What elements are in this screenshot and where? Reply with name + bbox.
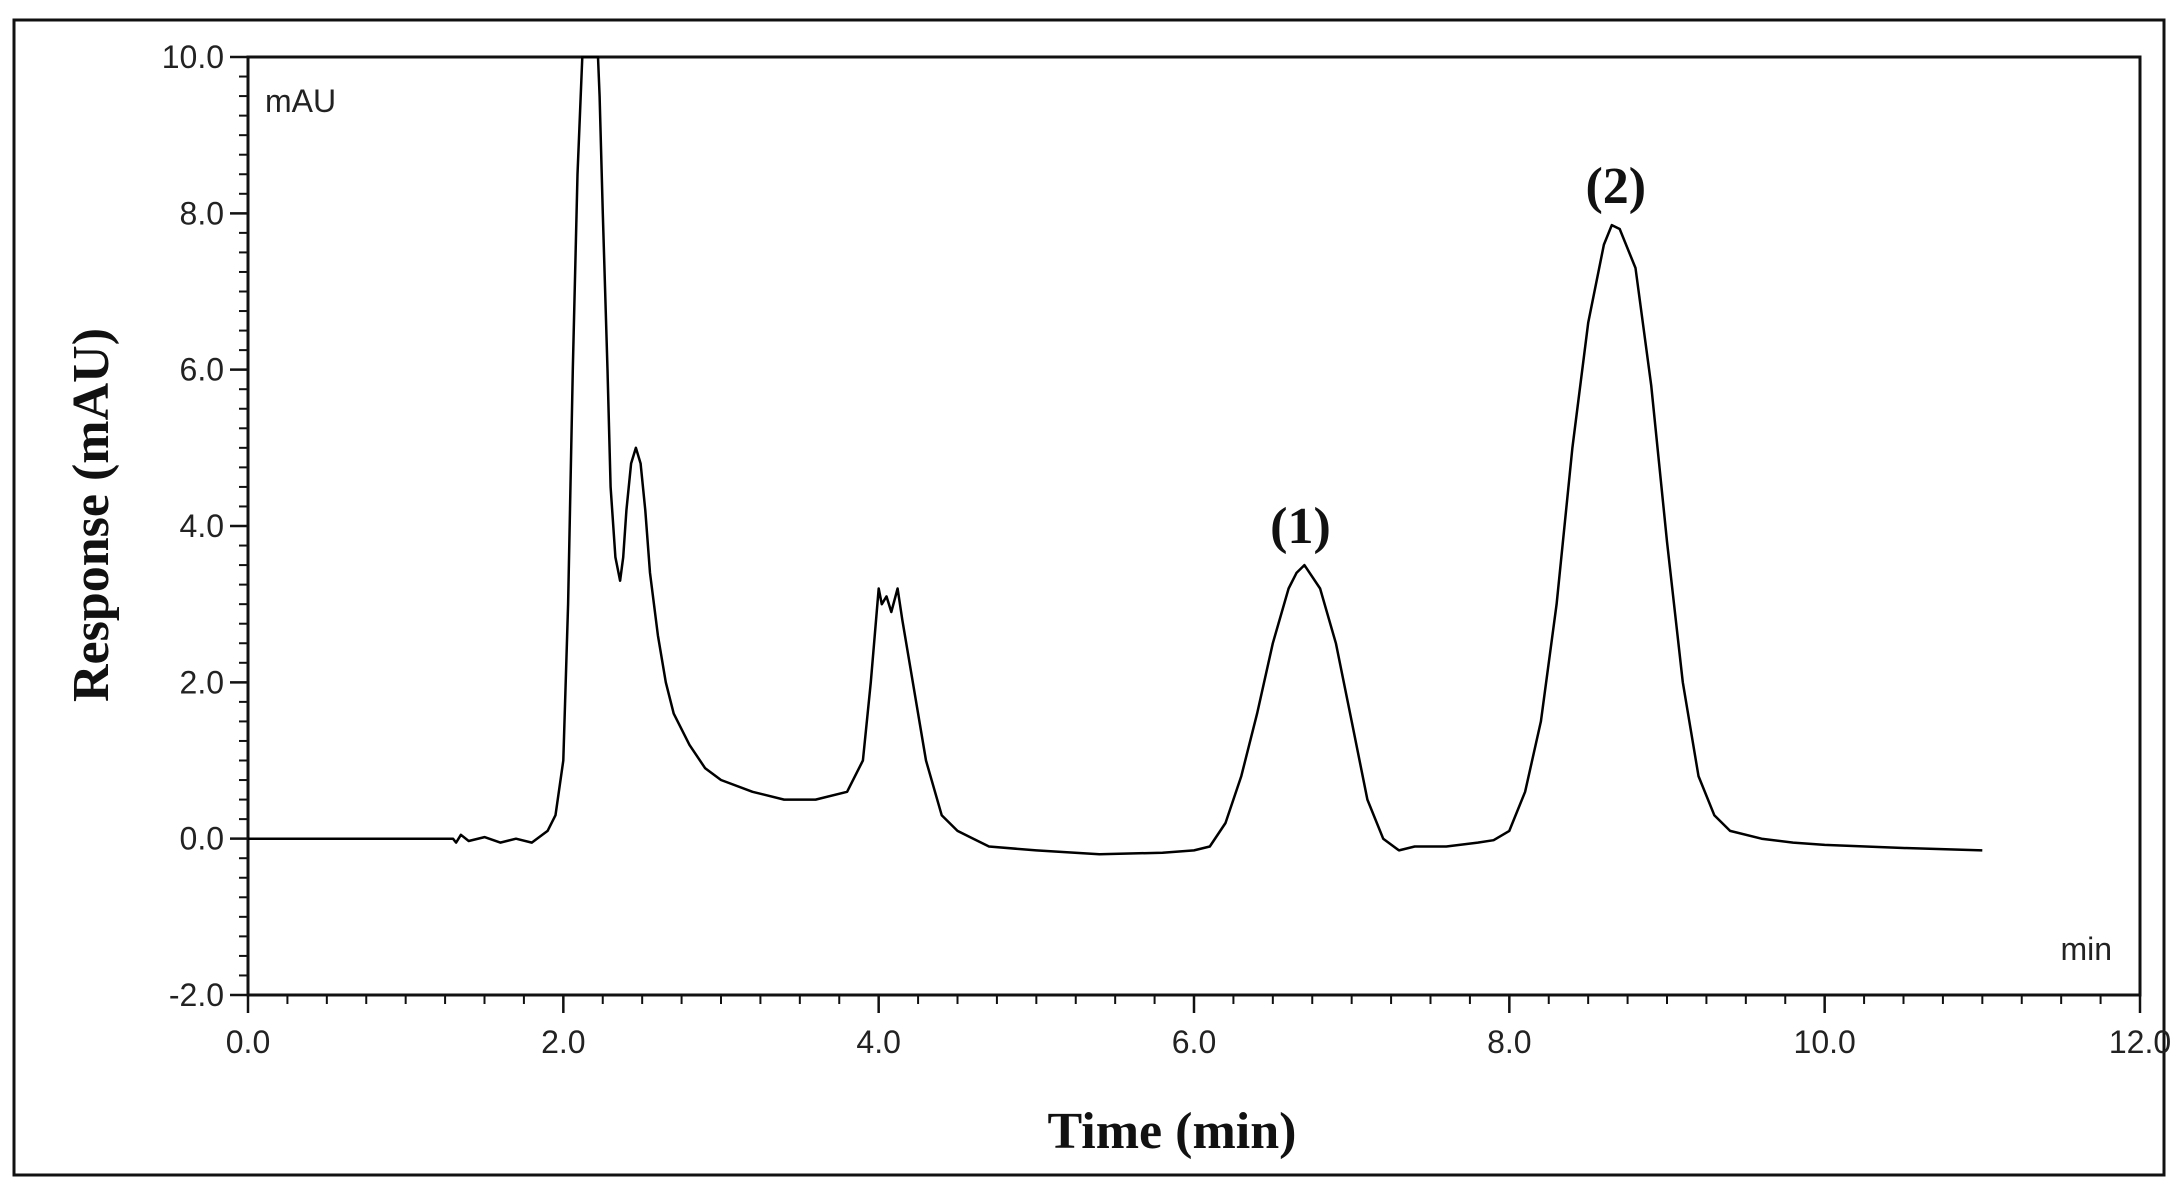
x-axis-title: Time (min) (1048, 1103, 1297, 1160)
peak-label-2: (2) (1585, 158, 1646, 215)
major-ticks (230, 55, 2142, 1013)
y-tick-label: 4.0 (180, 508, 224, 544)
x-tick-label: 12.0 (2109, 1024, 2171, 1060)
x-tick-label: 2.0 (541, 1024, 585, 1060)
y-tick-label: 8.0 (180, 195, 224, 231)
y-tick-label: 10.0 (162, 39, 224, 75)
x-tick-label: 8.0 (1487, 1024, 1531, 1060)
peak-annotations: (1) (2) (1270, 158, 1646, 555)
y-tick-label: 6.0 (180, 352, 224, 388)
y-axis-title: Response (mAU) (63, 328, 120, 702)
x-tick-label: 0.0 (226, 1024, 270, 1060)
y-tick-label: -2.0 (169, 977, 224, 1013)
x-tick-labels: 0.0 2.0 4.0 6.0 8.0 10.0 12.0 (226, 1024, 2171, 1060)
x-tick-label: 4.0 (856, 1024, 900, 1060)
x-tick-label: 10.0 (1794, 1024, 1856, 1060)
y-tick-label: 2.0 (180, 664, 224, 700)
outer-frame (12, 18, 2166, 1177)
x-tick-label: 6.0 (1172, 1024, 1216, 1060)
chromatogram-trace (248, 55, 1983, 856)
y-unit-label: mAU (265, 83, 336, 119)
y-tick-label: 0.0 (180, 821, 224, 857)
y-tick-labels: -2.0 0.0 2.0 4.0 6.0 8.0 10.0 (162, 39, 224, 1013)
x-unit-label: min (2060, 931, 2112, 967)
peak-label-1: (1) (1270, 498, 1331, 555)
minor-ticks (239, 75, 2102, 1004)
